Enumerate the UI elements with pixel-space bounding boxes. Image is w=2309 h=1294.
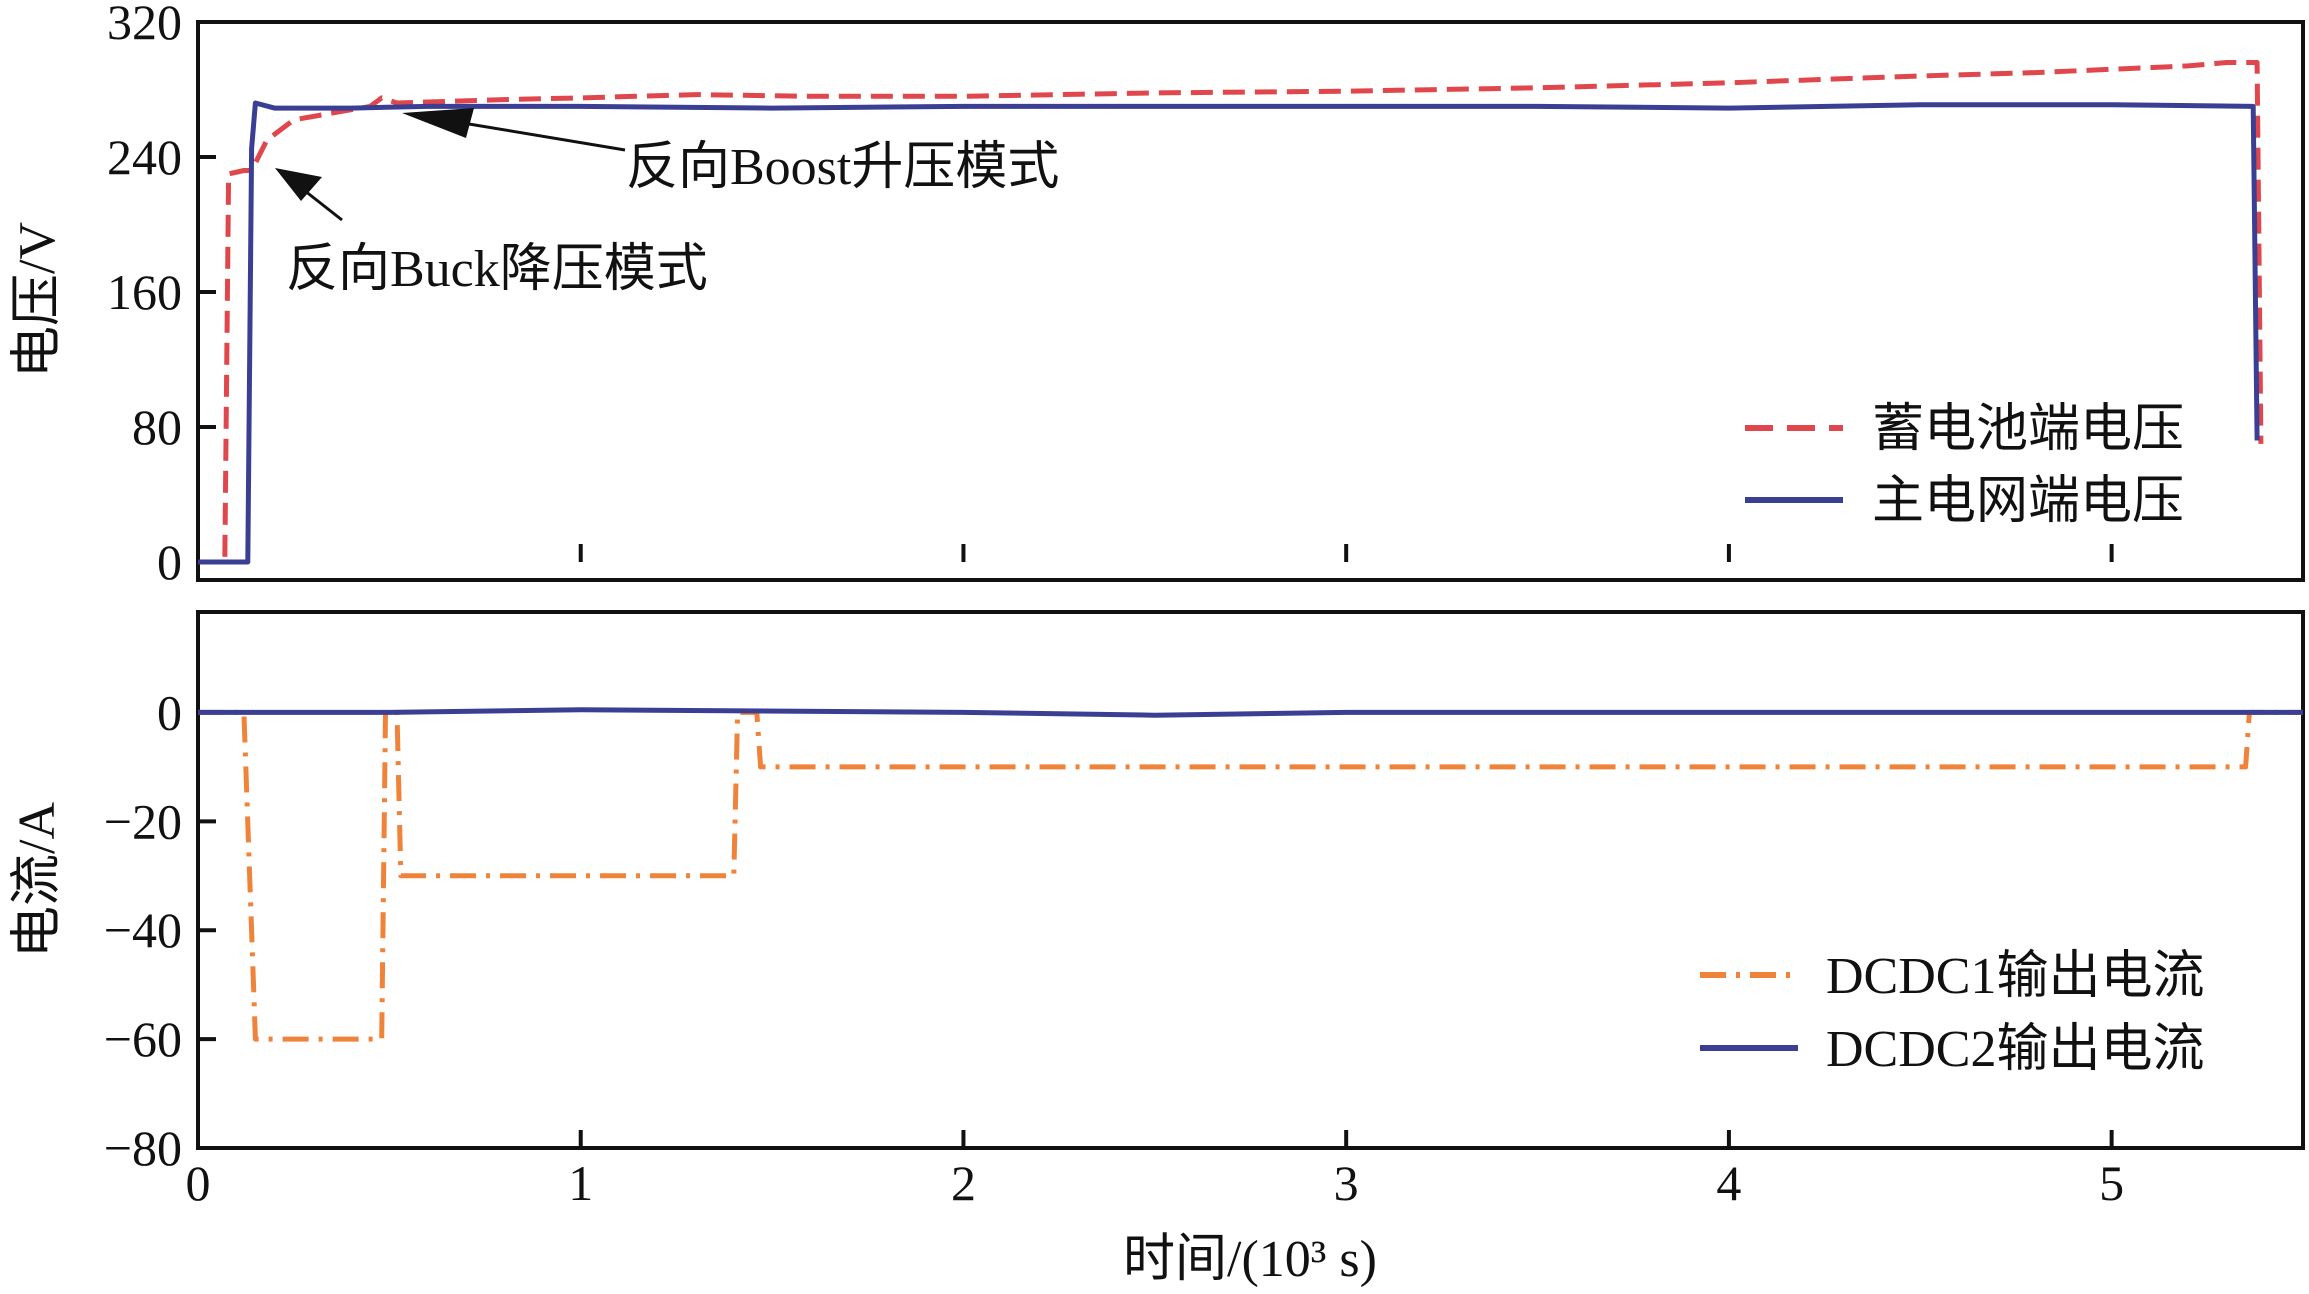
series-line-battery-voltage (198, 60, 2264, 565)
annotation-boost-arrow (444, 118, 626, 152)
annotation-boost-text: 反向Boost升压模式 (626, 139, 1059, 196)
x-tick-label: 1 (568, 1155, 593, 1211)
current-series (198, 707, 2303, 1042)
annotation-boost: 反向Boost升压模式 (402, 108, 1059, 196)
annotation-boost-arrowhead (402, 108, 474, 138)
voltage-ticks: 0 80 160 240 320 (107, 0, 2114, 590)
voltage-panel: 0 80 160 240 320 电压/V 反向Boost升压模式 反向Buck降压模式… (9, 0, 2305, 590)
legend-label-battery-voltage: 蓄电池端电压 (1872, 401, 2184, 458)
y-tick-label: 0 (157, 534, 182, 590)
voltage-legend: 蓄电池端电压 主电网端电压 (1745, 401, 2184, 530)
current-panel: 0 1 2 3 4 5 −80 −60 −40 −20 0 电流/A 时间/(10³ s) DCDC… (9, 610, 2305, 1288)
legend-label-dcdc2-current: DCDC2输出电流 (1826, 1021, 2204, 1078)
legend-label-grid-voltage: 主电网端电压 (1872, 473, 2184, 530)
voltage-ylabel: 电压/V (9, 222, 66, 378)
x-tick-label: 0 (186, 1155, 211, 1211)
x-tick-label: 4 (1716, 1155, 1741, 1211)
y-tick-label: −80 (104, 1120, 182, 1176)
annotation-buck-text: 反向Buck降压模式 (286, 241, 708, 298)
series-line-grid-voltage (198, 100, 2260, 565)
series-line-dcdc1-current (198, 709, 2303, 1042)
y-tick-label: 240 (107, 129, 182, 185)
current-ticks: 0 1 2 3 4 5 −80 −60 −40 −20 0 (104, 684, 2124, 1211)
current-xlabel: 时间/(10³ s) (1123, 1231, 1377, 1288)
y-tick-label: 0 (157, 684, 182, 740)
voltage-plot-frame (196, 20, 2305, 582)
x-tick-label: 2 (951, 1155, 976, 1211)
y-tick-label: 320 (107, 0, 182, 50)
y-tick-label: 80 (132, 399, 182, 455)
annotation-buck-arrowhead (275, 168, 322, 201)
x-tick-label: 3 (1334, 1155, 1359, 1211)
y-tick-label: −60 (104, 1011, 182, 1067)
y-tick-label: −40 (104, 902, 182, 958)
current-legend: DCDC1输出电流 DCDC2输出电流 (1700, 948, 2204, 1078)
y-tick-label: −20 (104, 793, 182, 849)
annotation-buck: 反向Buck降压模式 (275, 168, 708, 298)
y-tick-label: 160 (107, 264, 182, 320)
legend-label-dcdc1-current: DCDC1输出电流 (1826, 948, 2204, 1005)
x-tick-label: 5 (2099, 1155, 2124, 1211)
current-plot-frame (196, 610, 2305, 1150)
current-ylabel: 电流/A (9, 802, 66, 958)
voltage-series (198, 60, 2264, 565)
series-line-dcdc2-current (198, 707, 2303, 718)
